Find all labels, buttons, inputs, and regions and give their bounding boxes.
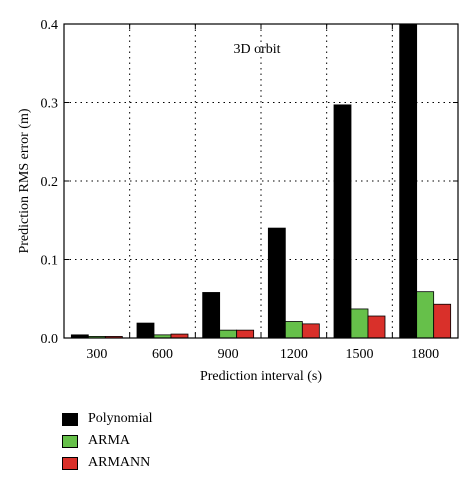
legend-label-armann: ARMANN	[88, 455, 151, 470]
y-axis-label: Prediction RMS error (m)	[17, 108, 32, 253]
grid-lines	[64, 24, 458, 338]
x-tick-label: 1500	[346, 347, 374, 362]
bar-polynomial-1500	[333, 104, 352, 339]
legend-swatch-arma	[62, 434, 78, 448]
y-tick-label: 0.3	[41, 97, 59, 112]
chart-annotation: 3D orbit	[234, 42, 281, 57]
x-tick-label: 1800	[411, 347, 439, 362]
y-tick-label: 0.4	[41, 18, 59, 33]
bars	[70, 23, 452, 339]
bar-polynomial-900	[202, 292, 221, 339]
x-axis-label: Prediction interval (s)	[200, 369, 322, 384]
bar-polynomial-1800	[399, 23, 418, 339]
legend-label-arma: ARMA	[88, 433, 131, 448]
bar-arma-1200	[284, 321, 303, 339]
legend-label-polynomial: Polynomial	[88, 411, 153, 426]
y-tick-label: 0.0	[41, 332, 59, 347]
bar-chart: 0.0 0.1 0.2 0.3 0.4 300 600 900 1200 1500 1800 3D …	[17, 18, 459, 384]
y-tick-label: 0.2	[41, 175, 59, 190]
bar-polynomial-600	[136, 322, 155, 339]
plot-frame	[63, 23, 459, 339]
x-tick-label: 300	[86, 347, 107, 362]
legend-item-polynomial: Polynomial	[62, 408, 153, 430]
bar-armann-1800	[433, 303, 452, 339]
bar-arma-1800	[416, 291, 435, 339]
y-tick-label: 0.1	[41, 254, 59, 269]
legend-item-armann: ARMANN	[62, 452, 153, 474]
legend: Polynomial ARMA ARMANN	[62, 408, 153, 474]
bar-armann-1500	[367, 315, 386, 339]
legend-swatch-polynomial	[62, 412, 78, 426]
axis-ticks: 0.0 0.1 0.2 0.3 0.4 300 600 900 1200 1500 1800	[41, 18, 458, 362]
x-tick-label: 900	[218, 347, 239, 362]
bar-arma-1500	[350, 308, 369, 339]
x-tick-label: 600	[152, 347, 173, 362]
bar-polynomial-1200	[267, 227, 286, 339]
bar-armann-900	[236, 329, 255, 339]
bar-arma-900	[219, 329, 238, 339]
legend-swatch-armann	[62, 456, 78, 470]
legend-item-arma: ARMA	[62, 430, 153, 452]
bar-armann-1200	[301, 323, 320, 339]
x-tick-label: 1200	[280, 347, 308, 362]
